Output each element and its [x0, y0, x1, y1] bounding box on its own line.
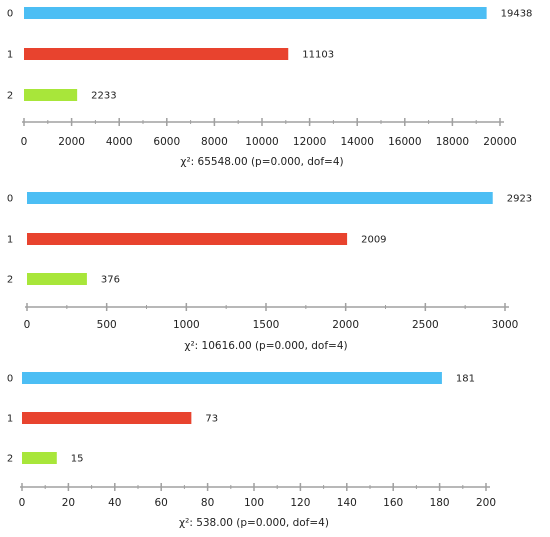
- bar-value-label: 181: [456, 374, 475, 385]
- bar: [27, 273, 87, 285]
- x-tick-label: 14000: [340, 136, 373, 148]
- category-label: 0: [7, 194, 13, 205]
- bar-value-label: 19438: [501, 9, 533, 20]
- x-tick-label: 3000: [492, 319, 519, 331]
- bar-value-label: 11103: [302, 50, 334, 61]
- chart-panel-1: 0 2923 1 2009 2 376 0 500 1000 1500 2000 2500 3000 χ²…: [7, 192, 532, 352]
- bar: [24, 89, 78, 101]
- x-tick-label: 4000: [106, 136, 133, 148]
- category-label: 1: [7, 50, 13, 61]
- category-label: 2: [7, 275, 13, 286]
- x-tick-label: 120: [290, 497, 310, 509]
- x-tick-label: 0: [21, 136, 28, 148]
- category-label: 1: [7, 414, 13, 425]
- x-tick-label: 500: [97, 319, 117, 331]
- x-tick-label: 0: [24, 319, 31, 331]
- x-tick-label: 12000: [293, 136, 326, 148]
- chi-square-stat: χ²: 10616.00 (p=0.000, dof=4): [184, 340, 347, 352]
- chi-square-stat: χ²: 65548.00 (p=0.000, dof=4): [180, 156, 343, 168]
- x-tick-label: 1000: [173, 319, 200, 331]
- bar-value-label: 2009: [361, 235, 386, 246]
- bar: [27, 233, 348, 245]
- x-tick-label: 0: [19, 497, 26, 509]
- chart-panel-2: 0 181 1 73 2 15 0 20 40 60 80 100 120 140 160 180 200 χ²:…: [7, 372, 496, 529]
- bar-value-label: 2233: [91, 91, 116, 102]
- bar-value-label: 73: [205, 414, 218, 425]
- bar-value-label: 376: [101, 275, 120, 286]
- x-tick-label: 40: [108, 497, 121, 509]
- x-tick-label: 20000: [483, 136, 516, 148]
- x-tick-label: 10000: [245, 136, 278, 148]
- x-tick-label: 1500: [253, 319, 280, 331]
- bar: [27, 192, 493, 204]
- x-tick-label: 140: [337, 497, 357, 509]
- category-label: 0: [7, 9, 13, 20]
- x-tick-label: 80: [201, 497, 214, 509]
- bar: [24, 7, 487, 19]
- category-label: 0: [7, 374, 13, 385]
- x-tick-label: 180: [430, 497, 450, 509]
- x-tick-label: 200: [476, 497, 496, 509]
- bar: [22, 372, 442, 384]
- x-tick-label: 60: [155, 497, 168, 509]
- x-tick-label: 20: [62, 497, 75, 509]
- bar: [22, 452, 57, 464]
- x-tick-label: 6000: [153, 136, 180, 148]
- x-tick-label: 2000: [58, 136, 85, 148]
- chart-panel-0: 0 19438 1 11103 2 2233 0 2000 4000 6000 8000 10000 1…: [7, 7, 533, 168]
- x-tick-label: 2000: [332, 319, 359, 331]
- x-tick-label: 16000: [388, 136, 421, 148]
- x-tick-label: 18000: [436, 136, 469, 148]
- category-label: 2: [7, 91, 13, 102]
- bar: [24, 48, 289, 60]
- chi-square-stat: χ²: 538.00 (p=0.000, dof=4): [179, 517, 329, 529]
- bar-value-label: 15: [71, 454, 84, 465]
- category-label: 1: [7, 235, 13, 246]
- x-tick-label: 100: [244, 497, 264, 509]
- x-tick-label: 160: [383, 497, 403, 509]
- x-tick-label: 8000: [201, 136, 228, 148]
- bar-value-label: 2923: [507, 194, 532, 205]
- x-tick-label: 2500: [412, 319, 439, 331]
- bar: [22, 412, 192, 424]
- category-label: 2: [7, 454, 13, 465]
